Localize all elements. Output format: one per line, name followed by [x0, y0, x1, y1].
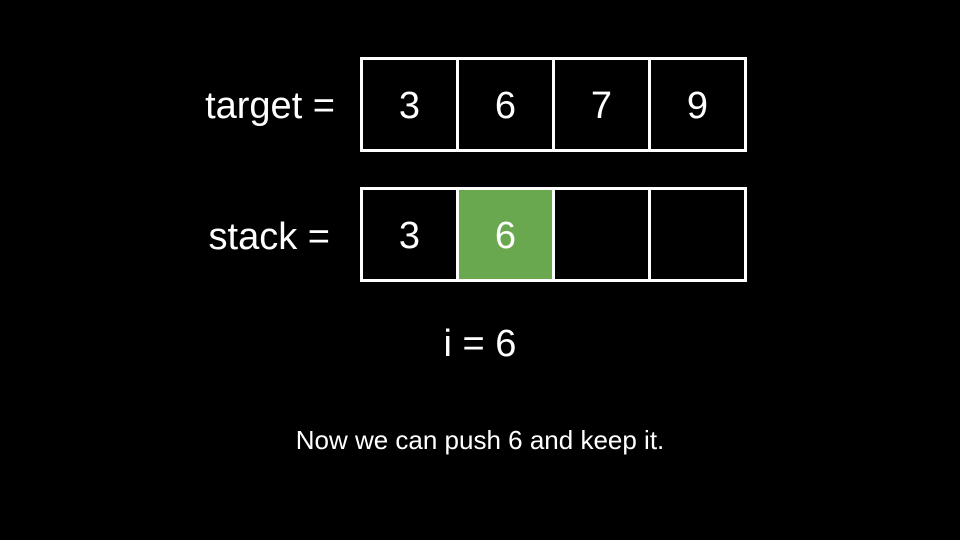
target-cell: 6	[456, 60, 552, 149]
target-label: target =	[205, 85, 335, 127]
stack-array: 3 6	[360, 187, 747, 282]
target-cell: 7	[552, 60, 648, 149]
stack-cell-highlighted: 6	[456, 190, 552, 279]
caption: Now we can push 6 and keep it.	[295, 425, 665, 455]
stack-cell-empty	[648, 190, 744, 279]
target-cell: 9	[648, 60, 744, 149]
index-label: i = 6	[0, 322, 960, 366]
target-array: 3 6 7 9	[360, 57, 747, 152]
index-text: i = 6	[443, 323, 517, 365]
stack-label: stack =	[208, 216, 330, 258]
stack-cell-empty	[552, 190, 648, 279]
target-cell: 3	[398, 85, 421, 127]
stack-cell: 3	[398, 215, 421, 257]
